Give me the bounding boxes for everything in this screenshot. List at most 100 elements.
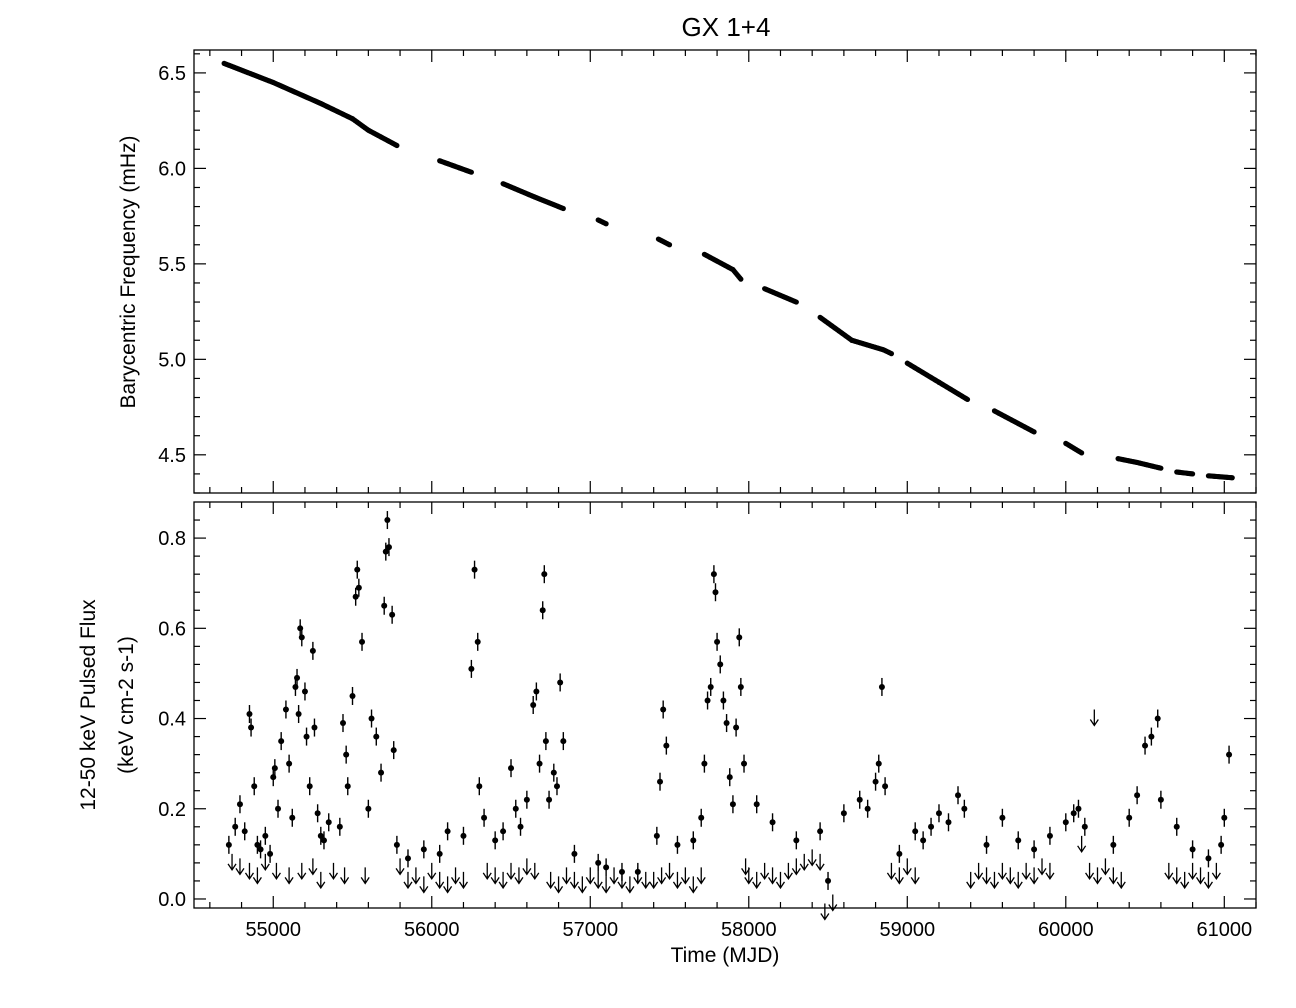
flux-detection-point (474, 638, 481, 645)
flux-detection-point (1015, 837, 1022, 844)
flux-detection-point (560, 738, 567, 745)
flux-detection-point (541, 571, 548, 578)
y-tick-label: 5.5 (158, 254, 186, 276)
flux-detection-point (733, 724, 740, 731)
x-tick-label: 60000 (1038, 919, 1094, 941)
flux-detection-point (817, 828, 824, 835)
flux-detection-point (471, 566, 478, 573)
flux-detection-point (723, 720, 730, 727)
flux-upper-limit-arrow (966, 871, 976, 890)
flux-detection-point (726, 774, 733, 781)
flux-y-axis-label-line1: 12-50 keV Pulsed Flux (77, 599, 100, 811)
flux-detection-point (533, 688, 540, 695)
flux-upper-limit-arrow (427, 862, 437, 881)
flux-detection-point (1134, 792, 1141, 799)
flux-detection-point (1062, 819, 1069, 826)
flux-detection-point (595, 859, 602, 866)
flux-detection-point (707, 683, 714, 690)
flux-upper-limit-arrow (235, 858, 245, 876)
flux-detection-point (267, 850, 274, 857)
flux-upper-limit-arrow (601, 876, 611, 894)
flux-detection-point (736, 634, 743, 641)
flux-detection-point (714, 638, 721, 645)
flux-detection-point (390, 747, 397, 754)
frequency-point (793, 299, 799, 305)
flux-detection-point (674, 841, 681, 848)
flux-upper-limit-arrow (974, 862, 984, 881)
frequency-point (1189, 471, 1196, 477)
flux-upper-limit-arrow (593, 871, 603, 890)
flux-detection-point (517, 823, 524, 830)
flux-detection-point (737, 683, 744, 690)
flux-upper-limit-arrow (514, 867, 524, 885)
flux-detection-point (1226, 751, 1233, 758)
flux-detection-point (912, 828, 919, 835)
flux-detection-point (271, 765, 278, 772)
flux-detection-point (955, 792, 962, 799)
flux-detection-point (1157, 796, 1164, 803)
flux-upper-limit-arrow (989, 871, 1000, 890)
flux-detection-point (289, 814, 296, 821)
flux-upper-limit-arrow (997, 862, 1007, 881)
flux-detection-point (935, 810, 942, 817)
flux-upper-limit-arrow (664, 862, 675, 881)
flux-upper-limit-arrow (791, 858, 801, 876)
flux-detection-point (476, 783, 483, 790)
flux-detection-point (393, 841, 400, 848)
flux-upper-limit-arrow (227, 853, 237, 872)
flux-detection-point (663, 742, 670, 749)
flux-upper-limit-arrow (546, 871, 556, 890)
flux-detection-point (301, 688, 308, 695)
flux-detection-point (1142, 742, 1149, 749)
y-tick-label: 5.0 (158, 349, 186, 371)
frequency-point (1079, 450, 1085, 456)
flux-detection-point (720, 697, 727, 704)
flux-detection-point (840, 810, 847, 817)
flux-upper-limit-arrow (1092, 867, 1103, 885)
flux-upper-limit-arrow (1195, 867, 1206, 885)
flux-detection-point (320, 837, 327, 844)
flux-detection-point (542, 738, 549, 745)
flux-upper-limit-arrow (297, 862, 307, 881)
flux-upper-limit-arrow (360, 867, 370, 885)
flux-detection-point (920, 837, 927, 844)
flux-upper-limit-arrow (902, 858, 912, 876)
flux-detection-point (336, 823, 343, 830)
flux-detection-point (928, 823, 935, 830)
flux-upper-limit-arrow (981, 867, 992, 885)
y-tick-label: 6.5 (158, 63, 186, 85)
flux-upper-limit-arrow (1085, 862, 1095, 881)
x-tick-label: 59000 (879, 919, 935, 941)
frequency-panel-frame (193, 49, 1257, 494)
flux-detection-point (248, 724, 255, 731)
flux-detection-point (1126, 814, 1133, 821)
flux-detection-point (352, 593, 359, 600)
flux-detection-point (382, 548, 389, 555)
frequency-point (888, 351, 895, 357)
x-tick-label: 56000 (404, 919, 460, 941)
flux-detection-point (384, 517, 391, 524)
flux-upper-limit-arrow (284, 867, 294, 885)
flux-detection-point (303, 733, 310, 740)
flux-detection-point (262, 832, 269, 839)
flux-detection-point (753, 801, 760, 808)
flux-upper-limit-arrow (252, 867, 262, 885)
frequency-point (1031, 429, 1037, 435)
flux-detection-point (298, 634, 305, 641)
flux-upper-limit-arrow (458, 871, 469, 890)
flux-detection-point (1148, 733, 1155, 740)
flux-detection-point (1070, 810, 1077, 817)
flux-detection-point (436, 850, 443, 857)
flux-detection-point (1081, 823, 1088, 830)
flux-detection-point (343, 751, 350, 758)
flux-upper-limit-arrow (1211, 862, 1221, 881)
x-tick-label: 58000 (721, 919, 777, 941)
flux-upper-limit-arrow (1188, 862, 1198, 881)
flux-detection-point (460, 832, 467, 839)
flux-detection-point (557, 679, 564, 686)
flux-detection-point (539, 607, 546, 614)
flux-detection-point (660, 706, 667, 713)
frequency-panel: 4.5 5.0 5.5 6.0 6.5 Barycentric Frequency (m… (117, 49, 1257, 494)
flux-upper-limit-arrow (1180, 871, 1190, 890)
flux-detection-point (1031, 846, 1038, 853)
